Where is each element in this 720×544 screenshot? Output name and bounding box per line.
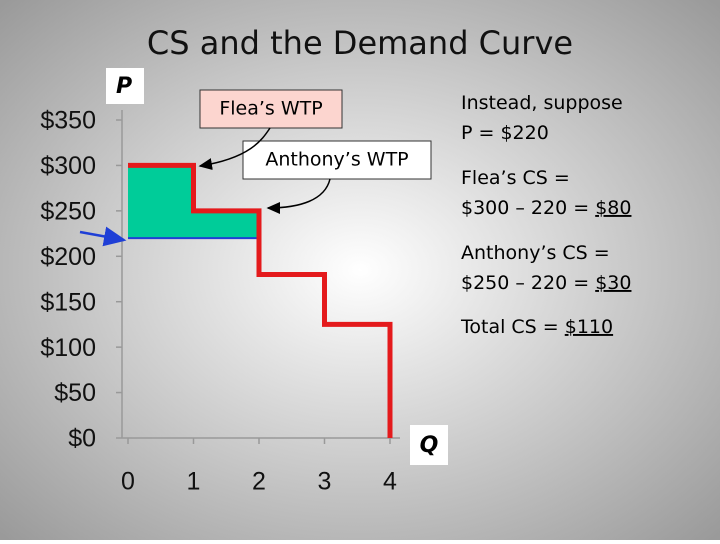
consumer-surplus	[128, 165, 194, 239]
note: Flea’s CS =	[461, 167, 570, 189]
x-label-box	[410, 425, 448, 465]
y-tick-label: $0	[68, 425, 96, 453]
note-text: $250 – 220 =	[461, 272, 595, 294]
x-axis-label: Q	[420, 433, 439, 458]
chart-title: CS and the Demand Curve	[147, 24, 573, 62]
note: $250 – 220 = $30	[461, 272, 631, 294]
y-tick-label: $150	[40, 288, 96, 316]
note: P = $220	[461, 122, 549, 144]
x-tick-label: 3	[318, 468, 332, 496]
y-tick-label: $50	[54, 379, 96, 407]
callout-box	[199, 89, 343, 129]
note-text: P = $220	[461, 122, 549, 144]
x-tick-label: 4	[383, 468, 397, 496]
y-tick-label: $350	[40, 107, 96, 135]
note-text: Instead, suppose	[461, 92, 623, 114]
note-value: $110	[565, 316, 613, 338]
y-label-box	[106, 68, 144, 104]
note: $300 – 220 = $80	[461, 197, 631, 219]
note-text: Anthony’s CS =	[461, 242, 610, 264]
note-text: Total CS =	[460, 316, 565, 338]
consumer-surplus	[193, 210, 259, 239]
y-axis-label: P	[116, 74, 132, 99]
y-tick-label: $300	[40, 152, 96, 180]
callout-arrow	[198, 127, 271, 171]
callout-box	[242, 140, 432, 180]
y-tick-label: $250	[40, 197, 96, 225]
x-tick-label: 0	[121, 468, 135, 496]
callout-arrow	[266, 178, 331, 214]
price-arrow	[79, 226, 127, 247]
demand-curve	[128, 162, 393, 438]
note: Total CS = $110	[460, 316, 613, 338]
note: Instead, suppose	[461, 92, 623, 114]
y-tick-label: $100	[40, 334, 96, 362]
x-tick-label: 1	[187, 468, 201, 496]
note-value: $30	[595, 272, 631, 294]
note: Anthony’s CS =	[461, 242, 610, 264]
y-tick-label: $200	[40, 243, 96, 271]
note-text: $300 – 220 =	[461, 197, 595, 219]
x-tick-label: 2	[252, 468, 266, 496]
annotation: Anthony’s WTP	[265, 149, 408, 171]
note-text: Flea’s CS =	[461, 167, 570, 189]
annotation: Flea’s WTP	[219, 98, 322, 120]
note-value: $80	[595, 197, 631, 219]
